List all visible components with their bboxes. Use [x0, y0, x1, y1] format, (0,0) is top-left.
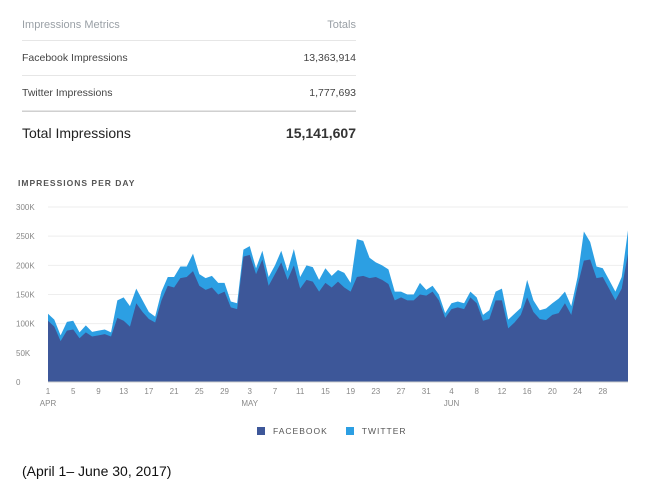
metrics-row-label: Twitter Impressions: [22, 87, 113, 99]
x-month-label: APR: [40, 399, 57, 408]
x-tick-label: 29: [220, 387, 229, 396]
x-tick-label: 12: [497, 387, 506, 396]
x-tick-label: 31: [422, 387, 431, 396]
legend-swatch-facebook: [257, 427, 265, 435]
metrics-total-value: 15,141,607: [285, 125, 356, 141]
x-tick-label: 1: [46, 387, 51, 396]
metrics-row-value: 1,777,693: [309, 87, 356, 99]
metrics-table: Impressions Metrics Totals Facebook Impr…: [22, 10, 356, 154]
x-tick-label: 27: [397, 387, 406, 396]
x-tick-label: 5: [71, 387, 76, 396]
x-tick-label: 28: [598, 387, 607, 396]
chart-legend: FACEBOOK TWITTER: [257, 426, 425, 436]
x-tick-label: 11: [296, 387, 305, 396]
x-tick-label: 16: [523, 387, 532, 396]
x-tick-label: 25: [195, 387, 204, 396]
series-facebook-area: [48, 253, 628, 382]
impressions-area-chart: 0 50K 100K 150K 200K 250K 300K 1 APR 5 9 13 17 21 25 29…: [16, 203, 628, 408]
y-tick-label: 300K: [16, 203, 35, 212]
chart-title: IMPRESSIONS PER DAY: [18, 178, 136, 188]
legend-label-facebook: FACEBOOK: [273, 426, 328, 436]
x-tick-label: 23: [371, 387, 380, 396]
metrics-header-value: Totals: [327, 19, 356, 31]
x-tick-label: 17: [144, 387, 153, 396]
x-tick-label: 13: [119, 387, 128, 396]
legend-item-facebook: FACEBOOK: [257, 426, 328, 436]
x-tick-label: 21: [170, 387, 179, 396]
y-tick-label: 150K: [16, 291, 35, 300]
x-tick-label: 9: [96, 387, 101, 396]
metrics-row-value: 13,363,914: [303, 52, 356, 64]
x-tick-label: 8: [474, 387, 479, 396]
y-tick-label: 50K: [16, 349, 31, 358]
y-tick-label: 0: [16, 378, 21, 387]
x-tick-label: 24: [573, 387, 582, 396]
x-tick-label: 15: [321, 387, 330, 396]
x-tick-label: 19: [346, 387, 355, 396]
y-tick-label: 200K: [16, 261, 35, 270]
metrics-row-label: Facebook Impressions: [22, 52, 128, 64]
metrics-total-row: Total Impressions 15,141,607: [22, 111, 356, 154]
x-month-label: MAY: [241, 399, 258, 408]
x-tick-label: 7: [273, 387, 278, 396]
x-month-label: JUN: [444, 399, 460, 408]
y-tick-label: 100K: [16, 320, 35, 329]
x-tick-label: 4: [449, 387, 454, 396]
legend-label-twitter: TWITTER: [361, 426, 407, 436]
metrics-row-facebook: Facebook Impressions 13,363,914: [22, 41, 356, 76]
legend-item-twitter: TWITTER: [345, 426, 407, 436]
metrics-header-label: Impressions Metrics: [22, 19, 120, 31]
metrics-header: Impressions Metrics Totals: [22, 10, 356, 41]
x-tick-label: 3: [248, 387, 253, 396]
x-tick-label: 20: [548, 387, 557, 396]
metrics-row-twitter: Twitter Impressions 1,777,693: [22, 76, 356, 111]
y-tick-label: 250K: [16, 232, 35, 241]
date-range-caption: (April 1– June 30, 2017): [22, 463, 172, 479]
legend-swatch-twitter: [345, 427, 354, 435]
metrics-total-label: Total Impressions: [22, 125, 131, 141]
